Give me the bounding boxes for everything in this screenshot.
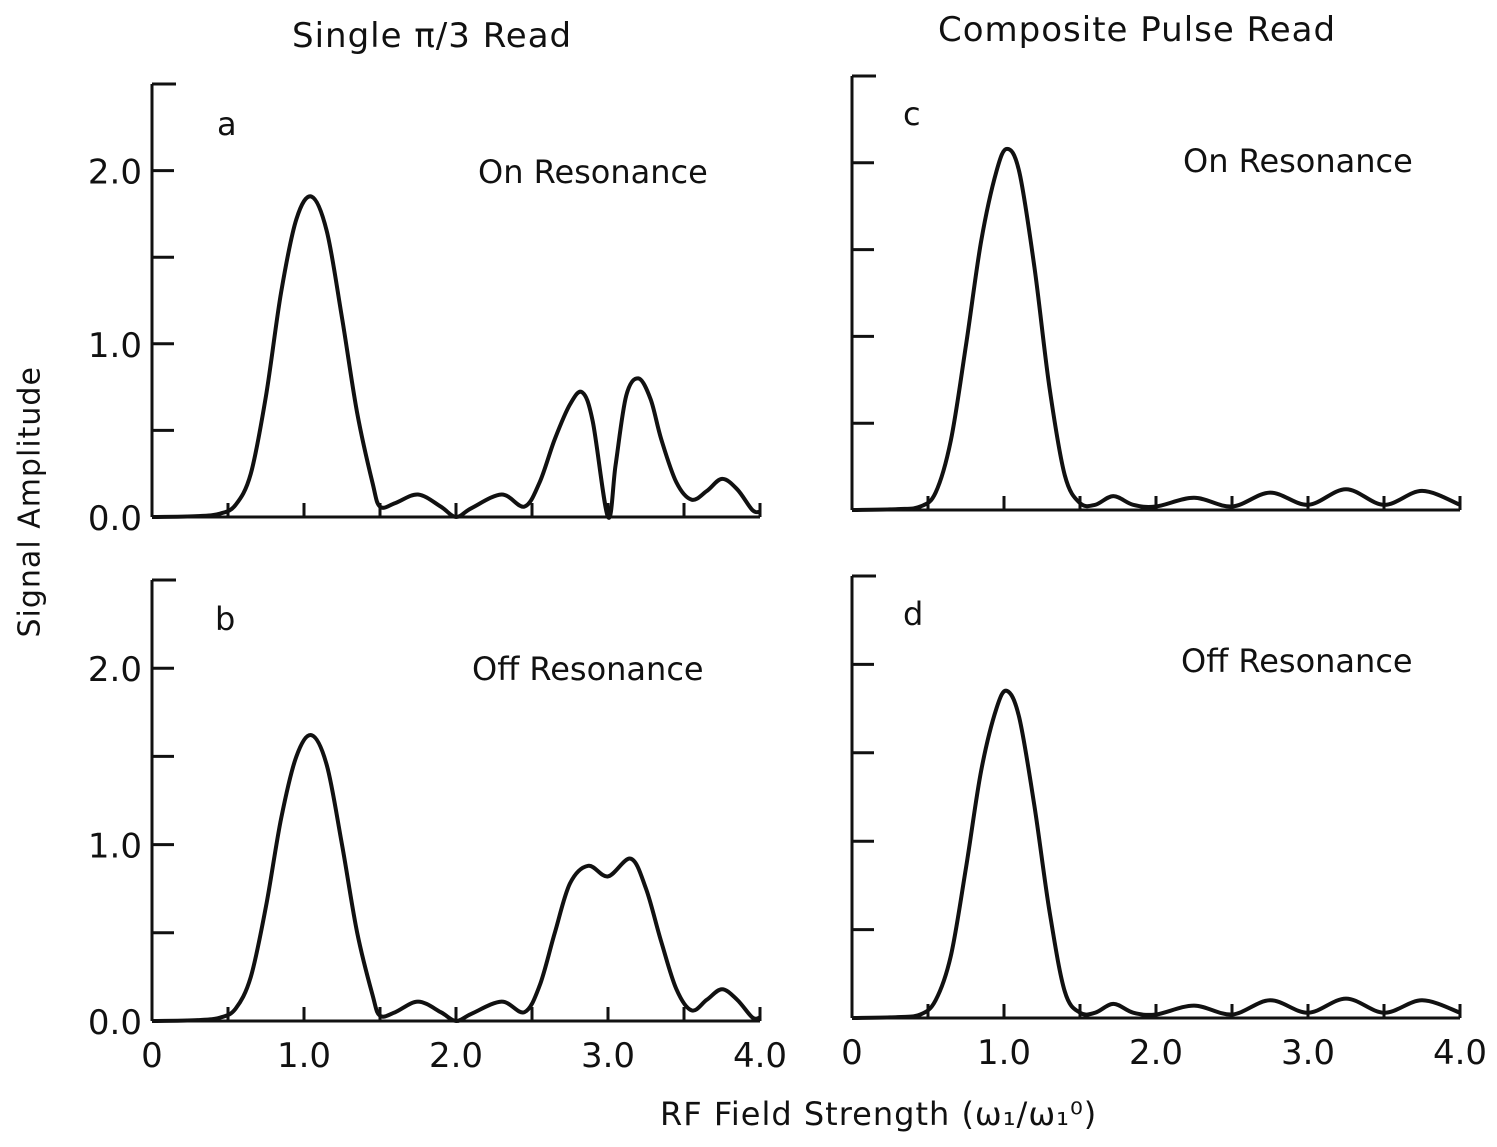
panel-a-label: a (217, 105, 237, 143)
panel-b-annotation: Off Resonance (472, 650, 704, 688)
panel-b-y-tick-label: 1.0 (88, 827, 142, 867)
panel-a-annotation: On Resonance (478, 153, 708, 191)
panel-b-curve (151, 733, 761, 1023)
panel-b-x-tick-label: 0 (141, 1036, 163, 1076)
panel-b-y-tick-label: 0.0 (88, 1003, 142, 1043)
panel-b-label: b (215, 600, 235, 638)
panel-a-y-tick-label: 2.0 (88, 153, 142, 193)
panel-b-y-tick-label: 2.0 (88, 650, 142, 690)
panel-c-annotation: On Resonance (1183, 142, 1413, 180)
panel-d-x-tick-label: 1.0 (977, 1033, 1031, 1073)
right-column-title: Composite Pulse Read (938, 10, 1337, 50)
x-axis-label: RF Field Strength (ω₁/ω₁⁰) (660, 1095, 1098, 1133)
panel-d-x-tick-label: 3.0 (1281, 1033, 1335, 1073)
panel-a-y-tick-label: 1.0 (88, 326, 142, 366)
left-column-title: Single π/3 Read (292, 16, 573, 56)
panel-d-annotation: Off Resonance (1181, 642, 1413, 680)
panel-b-x-tick-label: 4.0 (733, 1036, 787, 1076)
panel-b-x-tick-label: 3.0 (581, 1036, 635, 1076)
panel-d-x-tick-label: 2.0 (1129, 1033, 1183, 1073)
panel-b-x-tick-label: 2.0 (429, 1036, 483, 1076)
panel-d-x-tick-label: 0 (841, 1033, 863, 1073)
panel-c-label: c (903, 95, 921, 133)
panel-b-x-tick-label: 1.0 (277, 1036, 331, 1076)
panel-d-x-tick-label: 4.0 (1433, 1033, 1487, 1073)
panel-a-curve (151, 194, 761, 520)
panel-c-curve (851, 146, 1461, 512)
panel-a-y-tick-label: 0.0 (88, 499, 142, 539)
panel-d-label: d (903, 595, 923, 633)
panel-d-curve (851, 688, 1461, 1020)
